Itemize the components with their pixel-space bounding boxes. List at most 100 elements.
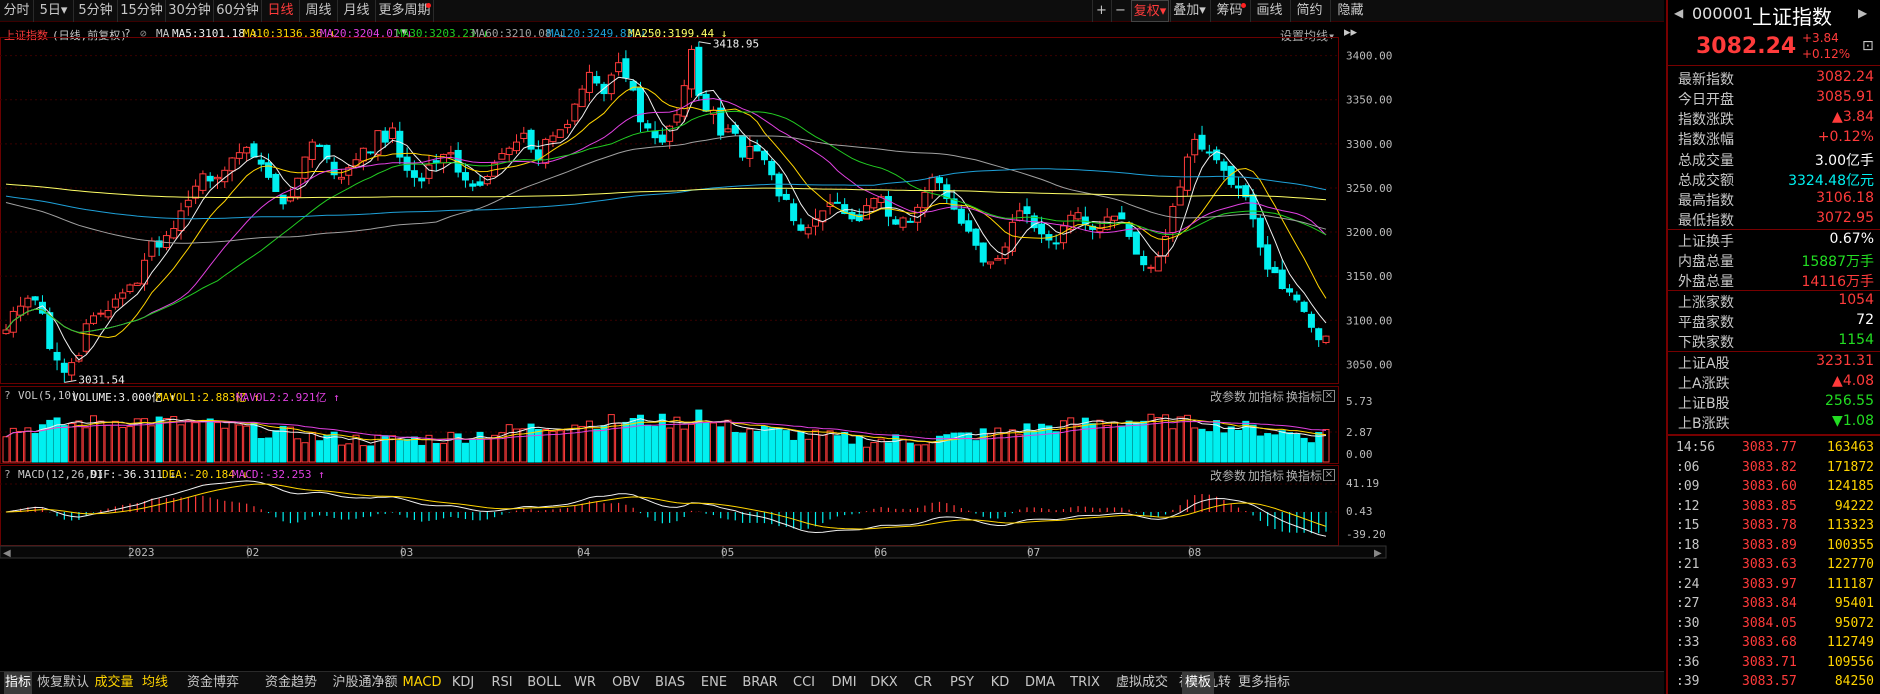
indicator-tab-15[interactable]: BRAR [742, 675, 778, 690]
zoom-in-button[interactable]: + [1092, 0, 1110, 22]
side-panel-icon[interactable]: ⊡ [1862, 38, 1874, 54]
indicator-tab-24[interactable]: 虚拟成交量 [1115, 675, 1168, 690]
volume-bar [775, 427, 783, 463]
indicator-tab-18[interactable]: DKX [870, 675, 898, 690]
period-tab-4[interactable]: 30分钟 [166, 0, 214, 22]
help-icon[interactable]: ? [124, 27, 131, 40]
stock-header: ◀ 000001 上证指数 ▶ [1668, 0, 1880, 30]
candle-body [1205, 151, 1213, 154]
stat-label: 上B涨跌 [1678, 416, 1730, 432]
time-axis-label: 02 [246, 546, 259, 559]
tick-price: 3084.05 [1742, 615, 1797, 631]
period-tab-5[interactable]: 60分钟 [214, 0, 262, 22]
panel-frame-1 [0, 386, 1339, 464]
switch-indicator-button[interactable]: 换指标 [1286, 390, 1323, 404]
stat-row: 最低指数 3072.95 [1668, 209, 1880, 229]
stat-label: 内盘总量 [1678, 254, 1734, 270]
ma-settings-button[interactable]: 设置均线▾ [1280, 29, 1336, 43]
indicator-tab-4[interactable]: 资金博弈[L2] [186, 675, 239, 690]
indicator-tab-13[interactable]: BIAS [655, 675, 685, 690]
add-indicator-button[interactable]: 加指标 [1248, 390, 1285, 404]
volume-bar [1264, 433, 1272, 463]
period-tab-3[interactable]: 15分钟 [118, 0, 166, 22]
indicator-tab-26[interactable]: 更多指标 [1237, 675, 1290, 690]
volume-bar [53, 417, 61, 463]
ma-toggle-icon[interactable]: ⊘ [140, 27, 147, 40]
indicator-tab-0[interactable]: 指标 [4, 672, 32, 694]
indicator-tab-1[interactable]: 恢复默认 [36, 675, 89, 690]
period-tab-6[interactable]: 日线 [262, 0, 300, 22]
indicator-tab-17[interactable]: DMI [831, 675, 857, 690]
change-param-button[interactable]: 改参数 [1210, 469, 1247, 483]
candlestick-chart[interactable]: 3050.00 3100.00 3150.00 3200.00 3250.00 3300.… [0, 0, 1664, 670]
chip-button[interactable]: 筹码 [1210, 0, 1248, 22]
period-tab-9[interactable]: 更多周期 ▾ [376, 0, 434, 40]
stat-value: 0.67% [1829, 231, 1874, 247]
volume-bar [782, 430, 790, 463]
period-tab-7[interactable]: 周线 [300, 0, 338, 22]
price-axis-label: 3300.00 [1346, 138, 1392, 151]
indicator-tab-23[interactable]: TRIX [1070, 675, 1100, 690]
volume-bar [819, 434, 827, 463]
volume-bar [542, 429, 550, 463]
close-icon[interactable]: × [1323, 390, 1335, 402]
volume-bar [1038, 423, 1046, 463]
volume-bar [979, 428, 987, 463]
hide-panel-button[interactable]: 隐藏▸▸ [1330, 0, 1370, 40]
indicator-tab-16[interactable]: CCI [793, 675, 815, 690]
next-stock-icon[interactable]: ▶ [1858, 6, 1868, 20]
prev-stock-icon[interactable]: ◀ [1674, 6, 1684, 20]
indicator-tab-14[interactable]: ENE [700, 675, 728, 690]
volume-bar [673, 416, 681, 463]
ma30-line [5, 110, 1327, 334]
draw-line-button[interactable]: 画线 [1250, 0, 1288, 22]
period-tab-2[interactable]: 5分钟 [74, 0, 118, 22]
indicator-tab-12[interactable]: OBV [612, 675, 640, 690]
candle-body [1242, 185, 1250, 198]
fuquan-button[interactable]: 复权▾ [1131, 0, 1169, 22]
volume-bar [418, 444, 426, 463]
volume-bar [90, 415, 98, 463]
candle-body [695, 46, 703, 96]
help-icon[interactable]: ? [4, 389, 11, 402]
candle-body [1118, 212, 1126, 220]
volume-bar [790, 439, 798, 463]
indicator-tab-27[interactable]: 模板 [1182, 672, 1214, 694]
close-icon[interactable]: × [1323, 469, 1335, 481]
zoom-out-button[interactable]: − [1111, 0, 1129, 22]
indicator-tab-7[interactable]: MACD [402, 675, 442, 690]
add-indicator-button[interactable]: 加指标 [1248, 469, 1285, 483]
change-param-button[interactable]: 改参数 [1210, 390, 1247, 404]
indicator-tab-22[interactable]: DMA [1024, 675, 1056, 690]
indicator-tab-3[interactable]: 均线 [141, 675, 168, 690]
volume-bar [192, 422, 200, 463]
indicator-tab-19[interactable]: CR [913, 675, 933, 690]
stat-value: 3231.31 [1816, 353, 1874, 369]
tick-row: :12 3083.85 94222 [1668, 497, 1880, 517]
volume-bar [337, 444, 345, 463]
indicator-tab-2[interactable]: 成交量 [94, 675, 134, 690]
indicator-tab-5[interactable]: 资金趋势[L2] [264, 675, 317, 690]
ma-value-5: MA120:3249.83 ↓ [547, 27, 647, 40]
indicator-tab-10[interactable]: BOLL [527, 675, 561, 690]
candle-body [578, 88, 586, 108]
help-icon[interactable]: ? [4, 468, 11, 481]
price-axis-label: 3050.00 [1346, 358, 1392, 371]
indicator-tab-11[interactable]: WR [574, 675, 596, 690]
indicator-tab-21[interactable]: KD [990, 675, 1010, 690]
indicator-tab-8[interactable]: KDJ [451, 675, 475, 690]
indicator-tab-20[interactable]: PSY [949, 675, 975, 690]
switch-indicator-button[interactable]: 换指标 [1286, 469, 1323, 483]
overlay-button[interactable]: 叠加▾ [1170, 0, 1208, 22]
candle-body [126, 284, 134, 293]
indicator-tab-9[interactable]: RSI [491, 675, 513, 690]
candle-body [629, 80, 637, 91]
tick-volume: 124185 [1827, 479, 1874, 494]
period-tab-0[interactable]: 分时 [0, 0, 34, 22]
indicator-tab-6[interactable]: 沪股通净额 [332, 675, 398, 690]
period-tab-8[interactable]: 月线 [338, 0, 376, 22]
volume-bar [31, 433, 39, 463]
candle-body [447, 152, 455, 155]
simple-mode-button[interactable]: 简约 [1290, 0, 1328, 22]
period-tab-1[interactable]: 5日▾ [34, 0, 74, 22]
